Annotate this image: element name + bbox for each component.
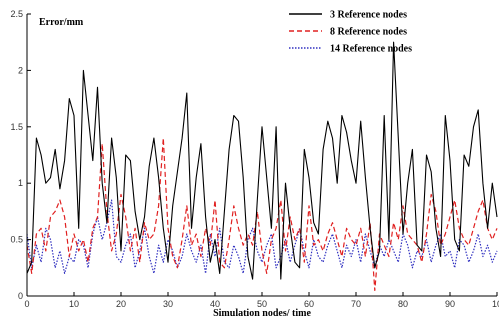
series-line-8-reference-nodes — [26, 137, 498, 291]
legend-label: 8 Reference nodes — [330, 27, 407, 38]
x-axis-label: Simulation nodes/ time — [213, 308, 311, 319]
series-line-14-reference-nodes — [26, 199, 498, 274]
y-tick-label: 2.5 — [10, 9, 23, 19]
legend-label: 14 Reference nodes — [330, 44, 412, 55]
x-tick-label: 90 — [445, 299, 455, 309]
x-tick-label: 80 — [398, 299, 408, 309]
x-tick-label: 20 — [116, 299, 126, 309]
x-tick-label: 0 — [24, 299, 29, 309]
series-layer — [26, 41, 498, 291]
y-tick-label: 0.5 — [10, 235, 23, 245]
axes-layer: 01020304050607080901000.511.522.5 — [10, 9, 499, 309]
x-tick-label: 70 — [351, 299, 361, 309]
x-tick-label: 60 — [304, 299, 314, 309]
y-tick-label: 2 — [18, 65, 23, 75]
x-tick-label: 50 — [257, 299, 267, 309]
y-tick-label: 1 — [18, 178, 23, 188]
y-tick-label: 0 — [18, 291, 23, 301]
x-tick-label: 10 — [69, 299, 79, 309]
x-tick-label: 10 — [492, 299, 499, 309]
y-axis-label: Error/mm — [39, 17, 84, 28]
series-line-3-reference-nodes — [26, 41, 498, 280]
x-tick-label: 40 — [210, 299, 220, 309]
legend-label: 3 Reference nodes — [330, 10, 407, 21]
y-tick-label: 1.5 — [10, 122, 23, 132]
legend: 3 Reference nodes 8 Reference nodes 14 Ref… — [289, 10, 412, 55]
x-tick-label: 30 — [163, 299, 173, 309]
